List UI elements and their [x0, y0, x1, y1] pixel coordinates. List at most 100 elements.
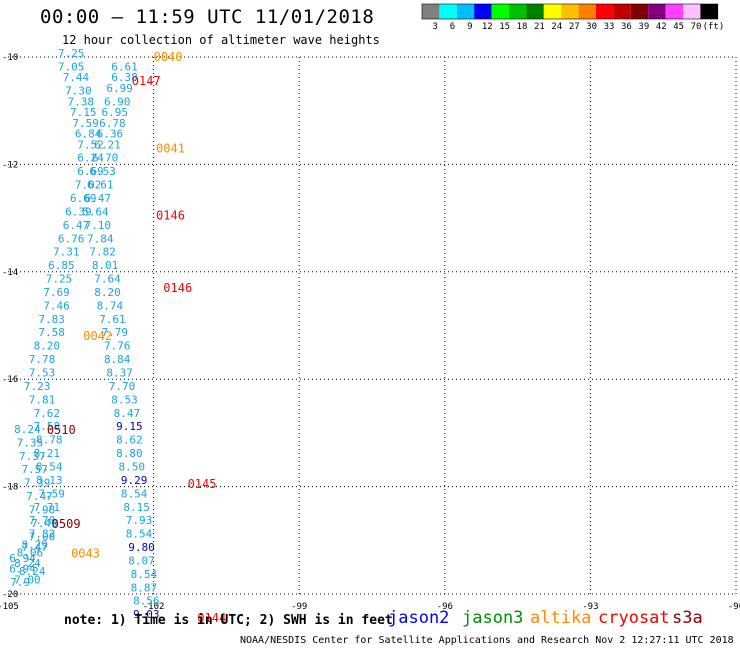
colorbar-swatch	[578, 4, 596, 19]
colorbar-swatch	[526, 4, 544, 19]
swh-label: 8.50	[119, 460, 146, 473]
swh-label: 7.59	[38, 487, 65, 500]
swh-label: 8.47	[114, 407, 141, 420]
chart-subtitle: 12 hour collection of altimeter wave hei…	[62, 33, 380, 47]
colorbar-swatch	[543, 4, 562, 19]
swh-label: 7.79	[102, 326, 129, 339]
colorbar-label: 36	[621, 22, 632, 32]
swh-label: 8.24	[19, 565, 46, 578]
y-tick-label: -18	[2, 483, 18, 493]
colorbar-swatch	[683, 4, 701, 19]
swh-label: 6.99	[106, 82, 133, 95]
swh-label: 8.54	[121, 487, 148, 500]
colorbar-swatch	[491, 4, 509, 19]
swh-label: 7.25	[46, 273, 73, 286]
swh-label: 7.52	[77, 138, 104, 151]
swh-label: 6.24	[77, 152, 104, 165]
swh-label: 8.15	[123, 501, 150, 514]
swh-label: 6.47	[63, 219, 90, 232]
swh-label: 8.78	[36, 434, 63, 447]
swh-label: 6.94	[9, 552, 36, 565]
swh-label: 7.46	[43, 299, 70, 312]
colorbar-label: 39	[638, 22, 649, 32]
pass-time-label: 0043	[71, 547, 100, 561]
swh-label: 7.00	[29, 530, 56, 543]
swh-label: 8.24	[14, 423, 41, 436]
swh-label: 7.9	[10, 576, 30, 589]
swh-label: 7.00	[14, 573, 41, 586]
swh-label: 6.61	[87, 179, 114, 192]
y-tick-label: -10	[2, 53, 18, 63]
pass-time-label: 0041	[156, 141, 185, 155]
swh-label: 7.93	[126, 514, 153, 527]
swh-label: 6.69	[77, 165, 104, 178]
swh-label: 7.61	[99, 313, 126, 326]
colorbar-label: 27	[569, 22, 580, 32]
swh-label: 6.47	[85, 192, 112, 205]
pass-time-label: 0042	[83, 329, 112, 343]
swh-label: 6.69	[70, 192, 97, 205]
x-tick-label: -93	[582, 602, 598, 612]
pass-time-label: 0146	[156, 208, 185, 222]
swh-label: 9.03	[133, 608, 160, 621]
swh-label: 6.78	[99, 117, 126, 130]
colorbar-label: 45	[673, 22, 684, 32]
swh-label: 8.21	[34, 447, 61, 460]
swh-label: 8.74	[97, 299, 124, 312]
swh-label: 6.70	[92, 152, 119, 165]
colorbar-swatch	[700, 4, 718, 19]
swh-label: 7.64	[94, 273, 121, 286]
swh-label: 6.90	[104, 95, 131, 108]
legend-jason3: jason3	[462, 608, 524, 628]
colorbar-label: 12	[482, 22, 493, 32]
swh-label: 7.02	[75, 179, 102, 192]
swh-label: 7.05	[58, 60, 85, 73]
colorbar-label: 3	[432, 22, 437, 32]
swh-label: 7.49	[31, 517, 58, 530]
swh-label: 7.10	[85, 219, 112, 232]
x-tick-label: -102	[143, 602, 165, 612]
swh-label: 6.94	[9, 563, 36, 576]
colorbar-swatch	[648, 4, 666, 19]
swh-label: 7.25	[58, 47, 85, 60]
colorbar-swatch	[596, 4, 614, 19]
swh-label: 8.80	[116, 447, 143, 460]
colorbar-swatch	[456, 4, 475, 19]
swh-label: 7.37	[19, 450, 46, 463]
swh-label: 6.36	[97, 128, 124, 141]
swh-label: 8.13	[36, 474, 63, 487]
swh-label: 8.54	[36, 460, 63, 473]
swh-label: 7.58	[38, 326, 65, 339]
pass-time-labels: 0040 0147 0041 0146 0146 0042 0510 0145 0509 0043…	[47, 50, 226, 625]
colorbar-swatch	[509, 4, 527, 19]
colorbar-label: 42	[656, 22, 667, 32]
swh-label: 7.23	[24, 380, 51, 393]
swh-label: 7.83	[38, 313, 65, 326]
pass-time-label: 0144	[197, 611, 226, 625]
swh-label: 7.53	[29, 367, 56, 380]
swh-label: 7.39	[24, 477, 51, 490]
swh-label: 6.38	[111, 71, 138, 84]
swh-label: 7.71	[34, 501, 61, 514]
colorbar-label: 15	[499, 22, 510, 32]
colorbar-label: 33	[604, 22, 615, 32]
y-tick-label: -12	[2, 160, 18, 170]
swh-label: 8.20	[94, 286, 121, 299]
swh-label: 8.62	[116, 434, 143, 447]
swh-label: 7.31	[53, 246, 80, 259]
wave-height-labels: 7.257.057.447.307.387.157.596.847.526.24…	[9, 47, 159, 621]
swh-label: 5.64	[82, 205, 109, 218]
swh-label: 6.85	[48, 259, 75, 272]
colorbar-label: 9	[467, 22, 472, 32]
colorbar-label: 30	[586, 22, 597, 32]
swh-label: 7.58	[34, 420, 61, 433]
swh-label: 6.76	[58, 232, 85, 245]
swh-label: 6.53	[89, 165, 116, 178]
x-tick-label: -90	[728, 602, 740, 612]
swh-label: 8.29	[21, 538, 48, 551]
colorbar-swatch	[630, 4, 649, 19]
x-tick-label: -96	[437, 602, 453, 612]
legend-s3a: s3a	[672, 608, 703, 628]
swh-label: 8.07	[128, 554, 155, 567]
colorbar-swatch	[474, 4, 492, 19]
